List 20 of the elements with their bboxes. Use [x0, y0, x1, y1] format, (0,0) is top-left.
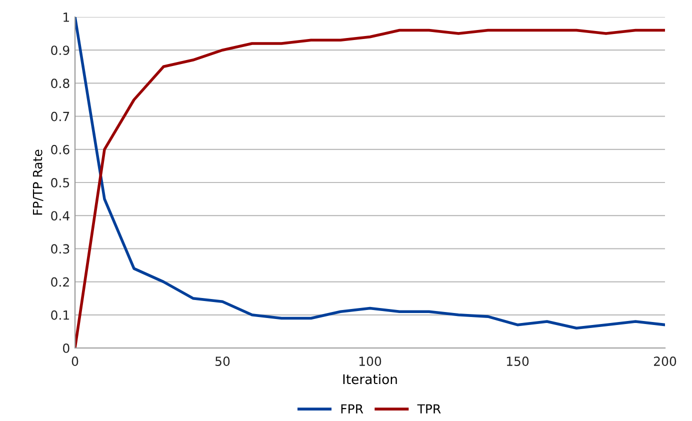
y-tick-label: 0.6	[51, 144, 70, 154]
y-tick-label: 0	[63, 343, 70, 353]
y-axis-title: FP/TP Rate	[32, 150, 44, 215]
y-tick-label: 0.1	[51, 310, 69, 320]
y-tick-label: 1	[64, 12, 69, 22]
y-tick-label: 0.7	[51, 112, 70, 122]
x-tick-label: 200	[654, 356, 676, 366]
y-tick-label: 0.9	[51, 46, 70, 56]
y-tick-label: 0.3	[51, 244, 70, 254]
y-tick-label: 0.5	[51, 178, 70, 188]
x-tick-label: 150	[506, 356, 529, 366]
x-tick-label: 50	[216, 356, 230, 366]
legend-label: TPR	[417, 404, 441, 414]
y-tick-label: 0.8	[51, 78, 70, 88]
x-tick-label: 0	[72, 356, 78, 366]
legend-label: FPR	[341, 404, 364, 414]
y-tick-label: 0.4	[51, 211, 70, 221]
y-tick-label: 0.2	[51, 277, 69, 287]
x-axis-title: Iteration	[343, 374, 397, 384]
x-tick-label: 100	[359, 356, 382, 366]
